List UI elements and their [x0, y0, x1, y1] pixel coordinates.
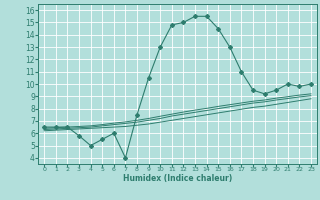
X-axis label: Humidex (Indice chaleur): Humidex (Indice chaleur) — [123, 174, 232, 183]
